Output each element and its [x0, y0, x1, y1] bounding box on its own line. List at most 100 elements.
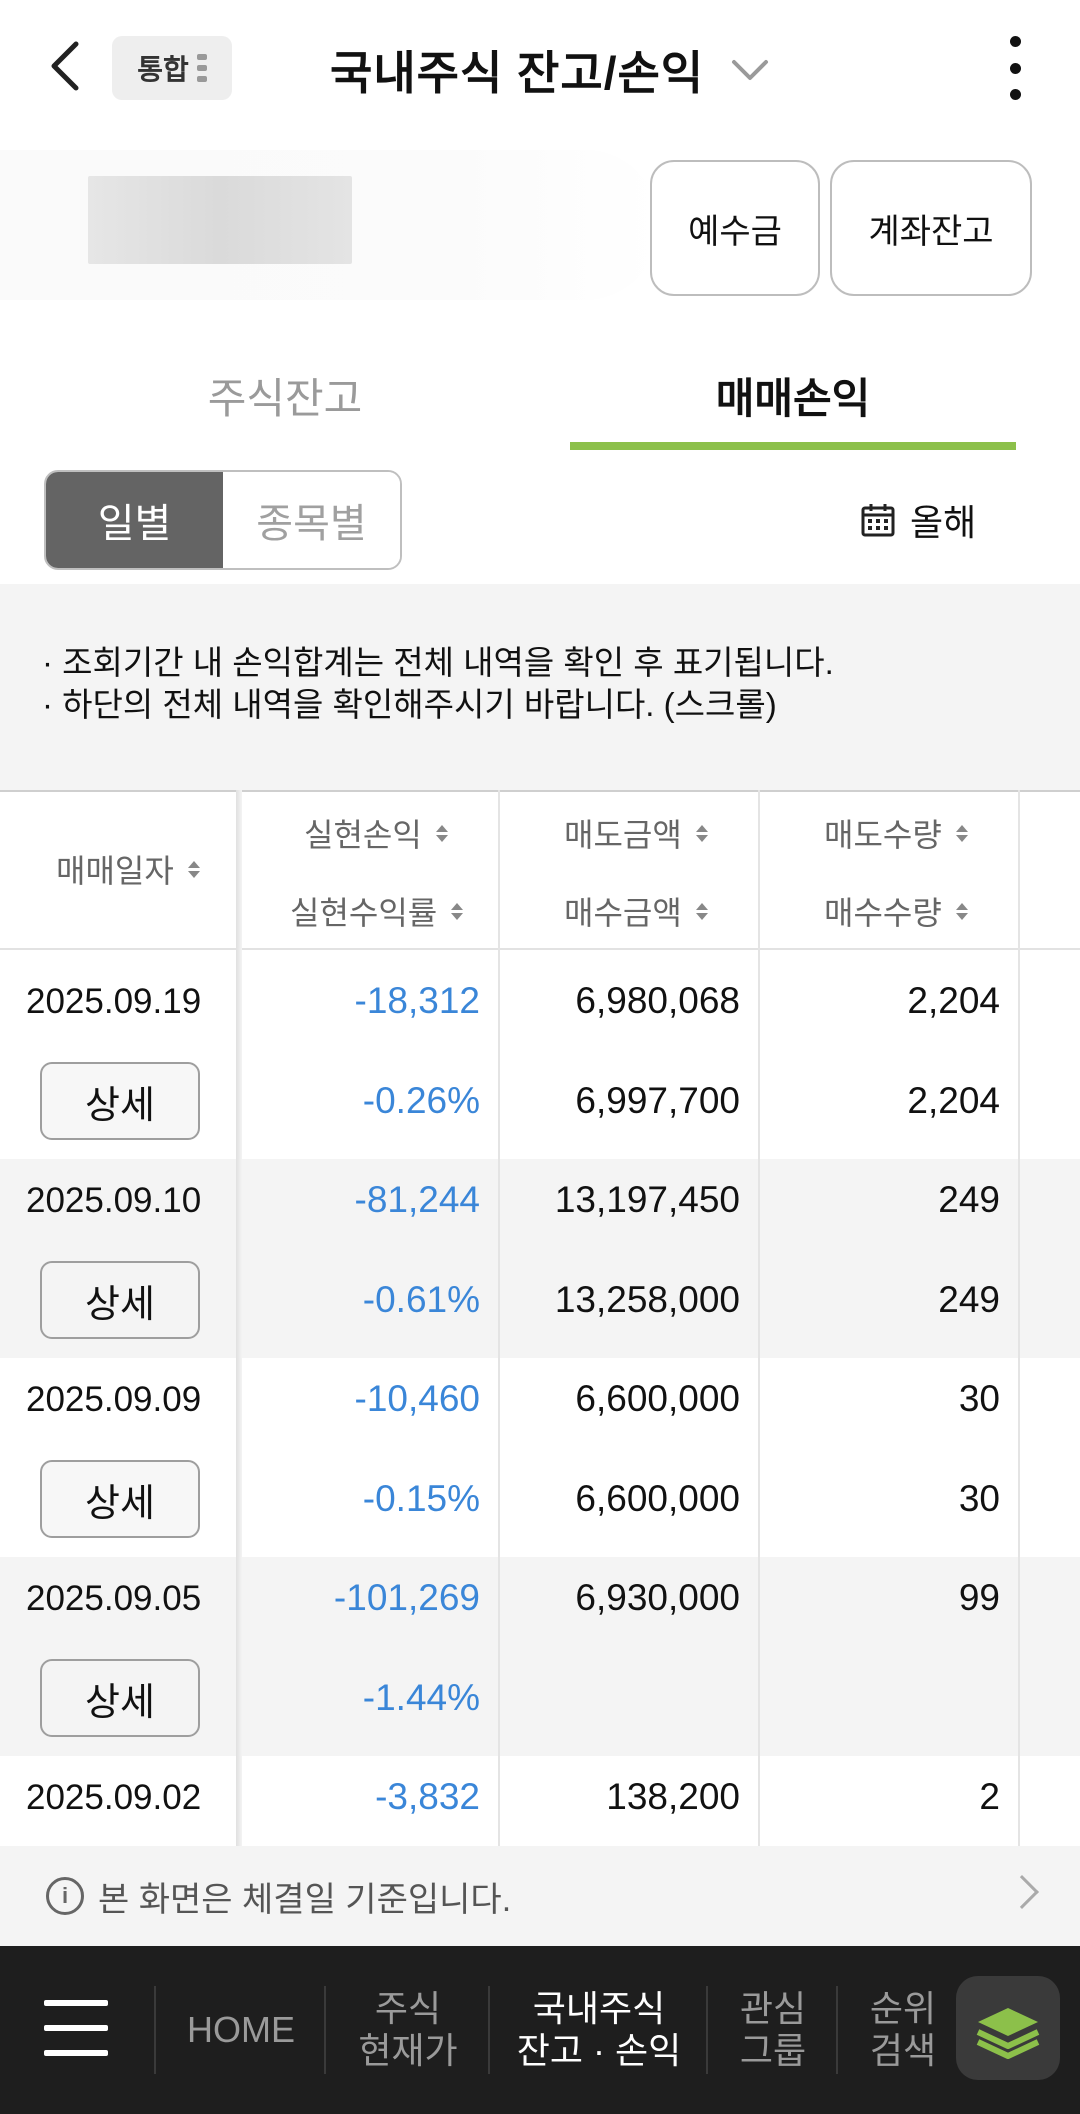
- header-realized-rate[interactable]: 실현수익률: [290, 888, 464, 934]
- table-header: 매매일자 실현손익 실현수익률 매도금액 매수금액 매도수량 매수수량: [0, 790, 1080, 950]
- row-sell-qty: 30: [958, 1378, 1000, 1419]
- row-sell-qty: 2,204: [907, 980, 1000, 1021]
- detail-button[interactable]: 상세: [40, 1659, 200, 1737]
- sort-icon: [695, 824, 708, 842]
- header-buy-qty[interactable]: 매수수량: [824, 888, 968, 934]
- header-buy-amount[interactable]: 매수금액: [564, 888, 708, 934]
- row-sell-amount: 6,980,068: [575, 980, 740, 1021]
- nav-divider: [154, 1986, 156, 2074]
- frozen-column-shadow: [236, 790, 242, 1846]
- detail-button[interactable]: 상세: [40, 1261, 200, 1339]
- header-realized-pnl[interactable]: 실현손익: [304, 810, 448, 856]
- view-segment: 일별 종목별: [44, 470, 402, 570]
- nav-stock-price-line1: 주식: [374, 1988, 442, 2029]
- nav-domestic-line1: 국내주식: [532, 1988, 666, 2029]
- row-date: 2025.09.09: [26, 1380, 202, 1419]
- detail-button[interactable]: 상세: [40, 1062, 200, 1140]
- nav-home-label: HOME: [187, 2009, 295, 2050]
- nav-watch-group[interactable]: 관심 그룹: [710, 1946, 836, 2114]
- sort-icon: [451, 902, 464, 920]
- column-divider: [498, 790, 500, 1846]
- header-sell-amount[interactable]: 매도금액: [564, 810, 708, 856]
- page-title: 국내주식 잔고/손익: [330, 47, 705, 99]
- segment-daily[interactable]: 일별: [46, 472, 223, 568]
- nav-domestic-balance[interactable]: 국내주식 잔고 · 손익: [492, 1946, 706, 2114]
- row-realized-pnl: -101,269: [333, 1577, 480, 1618]
- account-balance-button[interactable]: 계좌잔고: [830, 160, 1032, 296]
- nav-watch-line2: 그룹: [739, 2030, 807, 2071]
- table-row: 2025.09.09 상세 -10,460 -0.15% 6,600,000 6…: [0, 1358, 1080, 1557]
- sort-icon: [187, 860, 200, 878]
- chevron-right-icon: [1005, 1875, 1039, 1909]
- nav-divider: [488, 1986, 490, 2074]
- row-realized-rate: -0.61%: [362, 1279, 480, 1320]
- table-row: 2025.09.05 상세 -101,269 -1.44% 6,930,000 …: [0, 1557, 1080, 1756]
- app-header: 통합 국내주식 잔고/손익: [0, 0, 1080, 140]
- column-divider: [758, 790, 760, 1846]
- row-buy-amount: 13,258,000: [554, 1279, 740, 1320]
- table-row: 2025.09.10 상세 -81,244 -0.61% 13,197,450 …: [0, 1159, 1080, 1358]
- row-sell-amount: 13,197,450: [554, 1179, 740, 1220]
- header-sell-qty-label: 매도수량: [824, 817, 942, 853]
- header-rate-label: 실현수익률: [290, 895, 438, 931]
- notice-box: · 조회기간 내 손익합계는 전체 내역을 확인 후 표기됩니다. · 하단의 …: [0, 584, 1080, 790]
- nav-divider: [836, 1986, 838, 2074]
- detail-button[interactable]: 상세: [40, 1460, 200, 1538]
- nav-stock-price[interactable]: 주식 현재가: [328, 1946, 488, 2114]
- integrated-badge[interactable]: 통합: [112, 36, 232, 100]
- more-menu-button[interactable]: [1000, 36, 1030, 100]
- nav-stock-price-line2: 현재가: [358, 2030, 458, 2071]
- tab-trading-pnl[interactable]: 매매손익: [715, 374, 871, 422]
- row-date: 2025.09.05: [26, 1579, 202, 1618]
- row-realized-rate: -1.44%: [362, 1677, 480, 1718]
- header-pnl-label: 실현손익: [304, 817, 422, 853]
- calendar-icon: [861, 504, 895, 537]
- row-buy-qty: 249: [938, 1279, 1000, 1320]
- row-date: 2025.09.19: [26, 982, 202, 1021]
- nav-ranking-search[interactable]: 순위 검색: [840, 1946, 966, 2114]
- nav-divider: [324, 1986, 326, 2074]
- row-buy-qty: 2,204: [907, 1080, 1000, 1121]
- bottom-nav: HOME 주식 현재가 국내주식 잔고 · 손익 관심 그룹 순위 검색: [0, 1946, 1080, 2114]
- row-realized-pnl: -18,312: [354, 980, 481, 1021]
- nav-ranking-line2: 검색: [869, 2030, 937, 2071]
- header-date[interactable]: 매매일자: [56, 846, 200, 892]
- account-row: 예수금 계좌잔고: [0, 150, 1080, 310]
- sort-icon: [955, 902, 968, 920]
- segment-by-item[interactable]: 종목별: [223, 472, 400, 568]
- row-date: 2025.09.10: [26, 1181, 202, 1220]
- footer-note-bar[interactable]: i 본 화면은 체결일 기준입니다.: [0, 1846, 1080, 1946]
- row-buy-amount: 6,997,700: [575, 1080, 740, 1121]
- account-selector[interactable]: [0, 150, 660, 300]
- deposit-button[interactable]: 예수금: [650, 160, 820, 296]
- row-realized-rate: -0.26%: [362, 1080, 480, 1121]
- info-icon: i: [46, 1877, 84, 1915]
- back-button[interactable]: [40, 36, 100, 96]
- nav-domestic-line2: 잔고 · 손익: [516, 2030, 682, 2071]
- header-buy-amount-label: 매수금액: [564, 895, 682, 931]
- masked-account-number: [88, 176, 352, 264]
- tab-stock-balance[interactable]: 주식잔고: [207, 374, 363, 422]
- row-sell-amount: 6,930,000: [575, 1577, 740, 1618]
- row-realized-pnl: -3,832: [375, 1776, 480, 1817]
- sort-icon: [955, 824, 968, 842]
- nav-home[interactable]: HOME: [158, 1946, 324, 2114]
- menu-icon[interactable]: [44, 2000, 108, 2056]
- header-date-label: 매매일자: [56, 853, 174, 889]
- notice-line-2: · 하단의 전체 내역을 확인해주시기 바랍니다. (스크롤): [42, 686, 777, 723]
- table-row: 2025.09.19 상세 -18,312 -0.26% 6,980,068 6…: [0, 960, 1080, 1159]
- header-sell-qty[interactable]: 매도수량: [824, 810, 968, 856]
- header-sell-amount-label: 매도금액: [564, 817, 682, 853]
- nav-divider: [706, 1986, 708, 2074]
- header-buy-qty-label: 매수수량: [824, 895, 942, 931]
- layers-button[interactable]: [956, 1976, 1060, 2080]
- period-selector[interactable]: 올해: [860, 490, 976, 550]
- title-dropdown[interactable]: 국내주식 잔고/손익: [330, 30, 770, 110]
- row-sell-qty: 2: [979, 1776, 1000, 1817]
- table-row: 2025.09.02 -3,832 138,200 2: [0, 1756, 1080, 1846]
- more-vertical-icon: [1009, 36, 1021, 47]
- main-tabs: 주식잔고 매매손익: [0, 340, 1080, 450]
- nav-ranking-line1: 순위: [869, 1988, 937, 2029]
- row-buy-qty: 30: [958, 1478, 1000, 1519]
- row-realized-rate: -0.15%: [362, 1478, 480, 1519]
